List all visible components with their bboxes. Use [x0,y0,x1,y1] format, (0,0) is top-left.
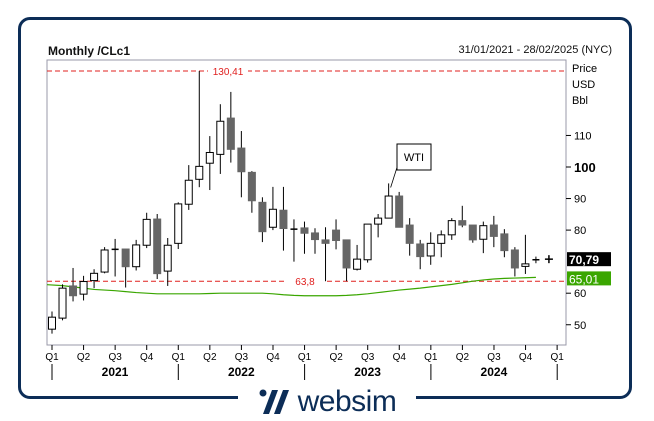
candle-down [332,229,341,242]
y-tick-label: 110 [574,130,592,142]
candle-down [247,171,256,202]
x-tick-label: Q2 [329,352,343,363]
y-axis-unit-label: Price [572,63,597,75]
candle-up [353,258,362,270]
candle-down [153,218,162,275]
x-tick-label: Q3 [361,352,375,363]
x-tick-label: Q2 [456,352,470,363]
y-tick-label: 60 [574,288,586,300]
candle-up [163,244,172,272]
x-tick-label: Q1 [550,352,564,363]
candle-up [268,208,277,228]
x-tick-label: Q2 [203,352,217,363]
x-tick-label: Q1 [424,352,438,363]
x-tick-label: Q3 [487,352,501,363]
reference-label-bg [285,275,325,288]
candle-up [90,272,99,282]
candle-down [489,224,498,237]
candle-up [195,165,204,180]
year-label: 2022 [228,365,255,379]
candle-up [79,281,88,295]
chart-title: Monthly /CLc1 [48,44,131,58]
x-tick-label: Q1 [298,352,312,363]
logo-text: websim [297,385,397,418]
candle-up [447,220,456,236]
candle-up [479,225,488,240]
x-tick-label: Q4 [266,352,280,363]
x-tick-label: Q3 [235,352,249,363]
x-tick-label: Q4 [140,352,154,363]
x-tick-label: Q1 [172,352,186,363]
websim-logo-icon [259,389,289,414]
candle-down [321,239,330,244]
plot-area [46,59,567,346]
candle-up [426,242,435,257]
x-tick-label: Q2 [77,352,91,363]
year-label: 2024 [481,365,508,379]
candle-up [205,151,214,164]
annotation-box [396,143,432,171]
candle-down [226,117,235,150]
candle-down [405,224,414,244]
x-tick-label: Q1 [45,352,59,363]
y-tick-label: 50 [574,320,586,332]
year-label: 2023 [354,365,381,379]
candle-up [374,217,383,225]
y-axis-unit-label: USD [572,79,595,91]
last-price-label: 70,79 [569,253,599,267]
ma-value-label: 65,01 [569,272,599,286]
candle-down [311,232,319,241]
y-tick-label: 80 [574,225,586,237]
candle-down [121,248,130,268]
candle-up [100,249,109,273]
candle-up [142,218,151,246]
moving-average-line [46,276,536,297]
candle-down [500,233,509,252]
candle-up [216,120,225,155]
date-range: 31/01/2021 - 28/02/2025 (NYC) [458,44,613,56]
ma-value-tag [567,271,611,286]
candle-down [237,147,246,173]
candle-down [416,243,425,258]
candle-down [300,227,309,234]
candle-up [384,195,393,219]
annotation-label: WTI [404,152,424,164]
y-tick-label: 100 [574,160,596,175]
x-tick-label: Q3 [108,352,122,363]
candle-down [258,201,267,233]
reference-label-bg [208,65,248,78]
candle-down [510,249,519,269]
websim-logo: websim [238,384,416,420]
candle-down [69,285,78,297]
candle-down [279,209,288,230]
last-price-tag [567,252,611,267]
x-tick-label: Q4 [519,352,533,363]
candle-up [132,244,141,268]
candle-down [468,224,477,241]
candle-down [342,239,351,269]
annotation-pointer [390,165,399,188]
reference-label: 130,41 [213,67,244,78]
candle-up [48,316,56,330]
candle-up [184,179,193,205]
y-axis-unit-label: Bbl [572,95,588,107]
candle-up [363,223,372,261]
candle-up [58,287,67,319]
year-label: 2021 [102,365,129,379]
y-tick-label: 90 [574,194,586,206]
candle-up [174,203,183,244]
x-tick-label: Q4 [393,352,407,363]
candle-down [458,220,467,226]
candle-up [437,234,446,244]
candle-down [395,195,404,228]
reference-label: 63,8 [295,277,315,288]
candle-up [521,263,530,267]
